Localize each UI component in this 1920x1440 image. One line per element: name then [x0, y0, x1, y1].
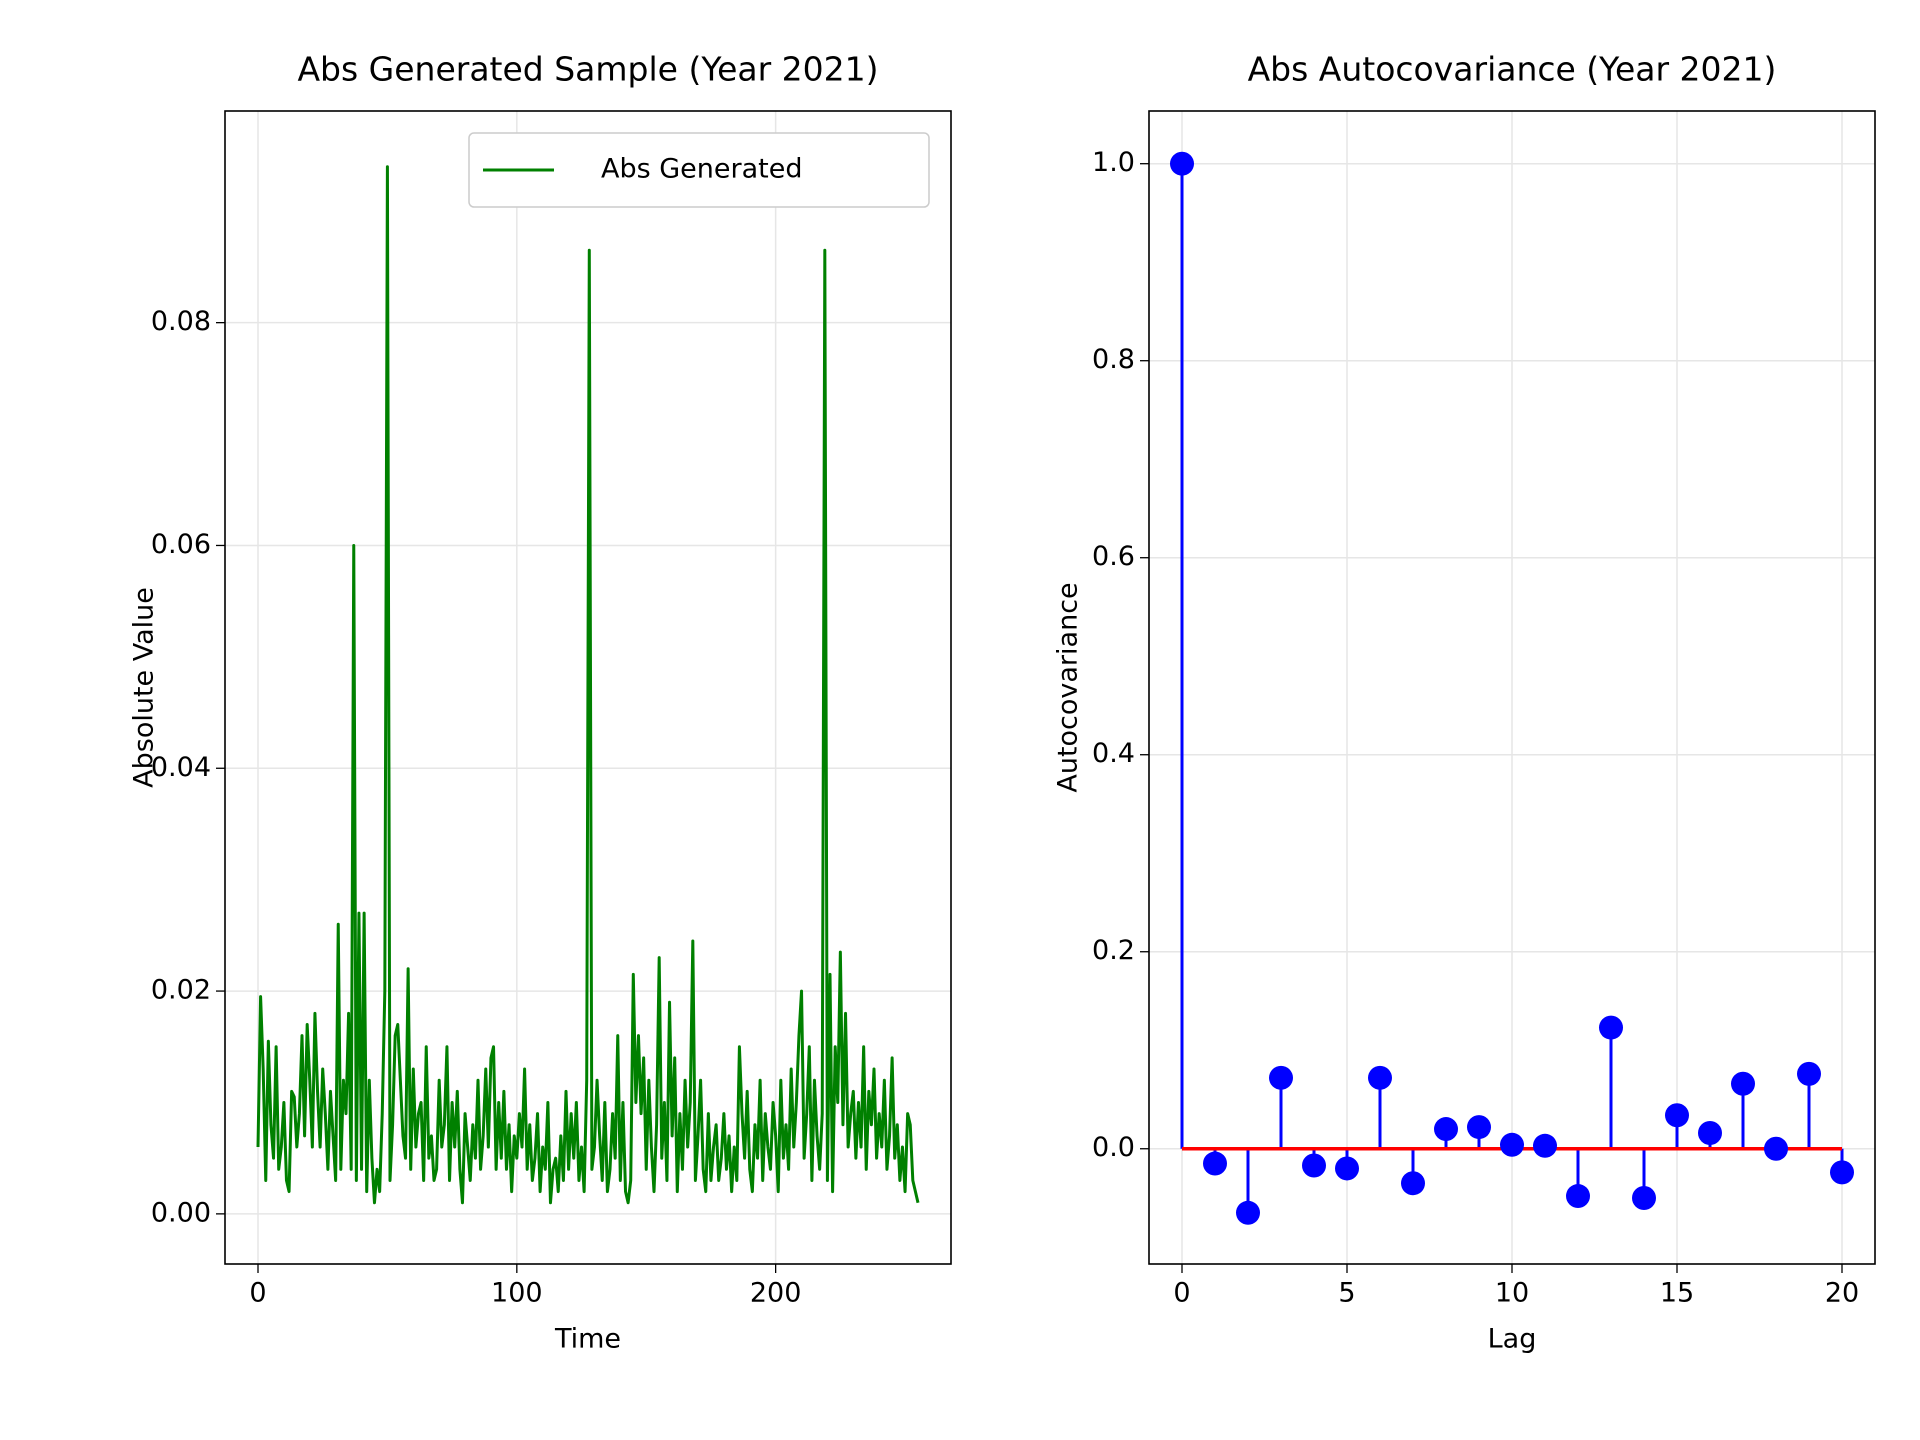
stem-marker [1170, 151, 1194, 176]
stem-marker [1269, 1065, 1293, 1090]
y-tick-label: 0.06 [151, 529, 211, 560]
stem-marker [1467, 1115, 1491, 1140]
x-axis-label: Lag [1488, 1324, 1537, 1355]
y-tick-label: 0.6 [1092, 541, 1135, 572]
x-tick-label: 0 [1173, 1278, 1190, 1309]
stem-marker [1698, 1120, 1722, 1145]
y-tick-label: 1.0 [1092, 147, 1135, 178]
stem-marker [1533, 1133, 1557, 1158]
stem-marker [1302, 1153, 1326, 1178]
y-tick-label: 0.0 [1092, 1132, 1135, 1163]
x-tick-label: 0 [249, 1278, 266, 1309]
stem-marker [1665, 1103, 1689, 1128]
y-axis-label: Autocovariance [1053, 582, 1084, 792]
stem-marker [1203, 1151, 1227, 1176]
stem-marker [1236, 1200, 1260, 1225]
stem-marker [1731, 1071, 1755, 1096]
stem-marker [1368, 1065, 1392, 1090]
x-tick-label: 5 [1338, 1278, 1355, 1309]
stem-marker [1500, 1132, 1524, 1157]
x-tick-label: 100 [491, 1278, 543, 1309]
x-tick-label: 10 [1495, 1278, 1529, 1309]
stem-marker [1401, 1171, 1425, 1196]
y-tick-label: 0.8 [1092, 344, 1135, 375]
y-tick-label: 0.00 [151, 1197, 211, 1228]
y-tick-label: 0.2 [1092, 935, 1135, 966]
x-axis-label: Time [554, 1324, 621, 1355]
x-tick-label: 200 [750, 1278, 802, 1309]
chart-title: Abs Autocovariance (Year 2021) [1248, 50, 1777, 89]
data-line [256, 165, 920, 1205]
stem-marker [1335, 1156, 1359, 1181]
stem-marker [1830, 1160, 1854, 1185]
legend-label: Abs Generated [601, 154, 803, 185]
y-tick-label: 0.04 [151, 752, 211, 783]
stem-marker [1764, 1136, 1788, 1161]
legend-box [468, 132, 930, 208]
y-tick-label: 0.08 [151, 306, 211, 337]
x-tick-label: 15 [1660, 1278, 1694, 1309]
plot-frame [224, 110, 952, 1265]
plot-frame [1148, 110, 1876, 1265]
stem-marker [1566, 1184, 1590, 1209]
chart-title: Abs Generated Sample (Year 2021) [297, 50, 878, 89]
stem-marker [1632, 1186, 1656, 1211]
stem-marker [1434, 1117, 1458, 1142]
y-tick-label: 0.4 [1092, 738, 1135, 769]
stem-marker [1797, 1061, 1821, 1086]
stem-marker [1599, 1015, 1623, 1040]
x-tick-label: 20 [1825, 1278, 1859, 1309]
y-axis-label: Absolute Value [129, 587, 160, 788]
y-tick-label: 0.02 [151, 975, 211, 1006]
